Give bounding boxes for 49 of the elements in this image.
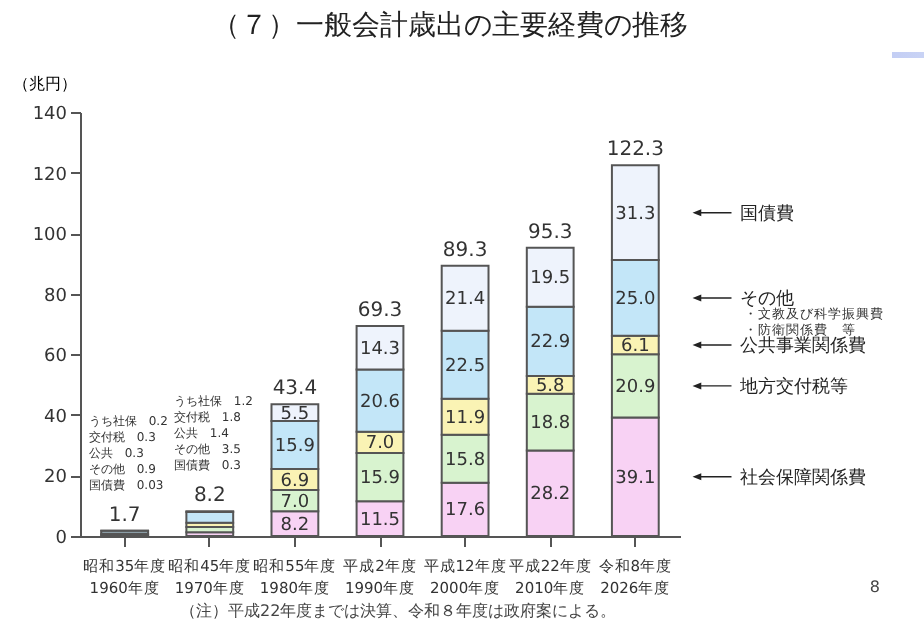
data-label: 31.3 [615, 204, 656, 225]
data-label: 15.9 [359, 469, 401, 490]
y-tick-label: 20 [44, 468, 68, 489]
data-label: 5.8 [535, 376, 566, 397]
data-label: 18.8 [530, 414, 571, 435]
data-label: 22.9 [530, 333, 571, 354]
y-tick-label: 0 [55, 529, 68, 549]
total-label: 43.4 [272, 378, 318, 401]
data-label: 15.8 [445, 450, 486, 471]
y-tick-label: 80 [44, 286, 68, 307]
y-tick-label: 140 [32, 105, 68, 125]
data-label: 39.1 [615, 468, 656, 489]
text: 8 [869, 578, 880, 596]
text: その他 [740, 287, 794, 310]
data-label: 11.9 [445, 408, 486, 429]
total-label: 8.2 [193, 485, 226, 508]
y-tick-label: 120 [32, 165, 68, 186]
data-label: 6.9 [280, 471, 310, 492]
data-label: 11.5 [359, 510, 401, 531]
data-label: 22.5 [445, 356, 486, 377]
data-label: 7.0 [365, 434, 395, 455]
data-label: 15.9 [274, 436, 316, 457]
text: （注）平成22年度までは決算、令和８年度は政府案による。 [180, 602, 617, 620]
total-label: 122.3 [606, 139, 664, 162]
data-label: 8.2 [280, 515, 310, 536]
total-label: 69.3 [357, 300, 403, 323]
data-label: 7.0 [280, 492, 310, 513]
data-label: 19.5 [530, 269, 571, 290]
data-label: 17.6 [445, 501, 486, 522]
data-label: 20.6 [359, 392, 401, 413]
data-label: 28.2 [530, 485, 571, 506]
data-label: 6.1 [620, 337, 650, 358]
total-label: 95.3 [527, 221, 573, 244]
y-tick-label: 40 [44, 407, 68, 428]
data-label: 5.5 [280, 404, 310, 425]
y-tick-label: 100 [32, 226, 68, 247]
total-label: 1.7 [108, 504, 141, 527]
data-label: 14.3 [359, 339, 401, 360]
y-axis-title: （兆円） [13, 75, 77, 93]
data-label: 21.4 [445, 290, 486, 311]
total-label: 89.3 [442, 239, 488, 262]
text: 公共事業関係費 [740, 335, 866, 358]
data-label: 20.9 [615, 377, 656, 398]
text: 国債費 [740, 202, 794, 225]
text: 地方交付税等 [738, 375, 848, 398]
chart-title: （７）一般会計歳出の主要経費の推移 [212, 10, 688, 42]
text: 社会保障関係費 [740, 466, 866, 489]
y-tick-label: 60 [44, 347, 68, 368]
data-label: 25.0 [615, 289, 656, 310]
